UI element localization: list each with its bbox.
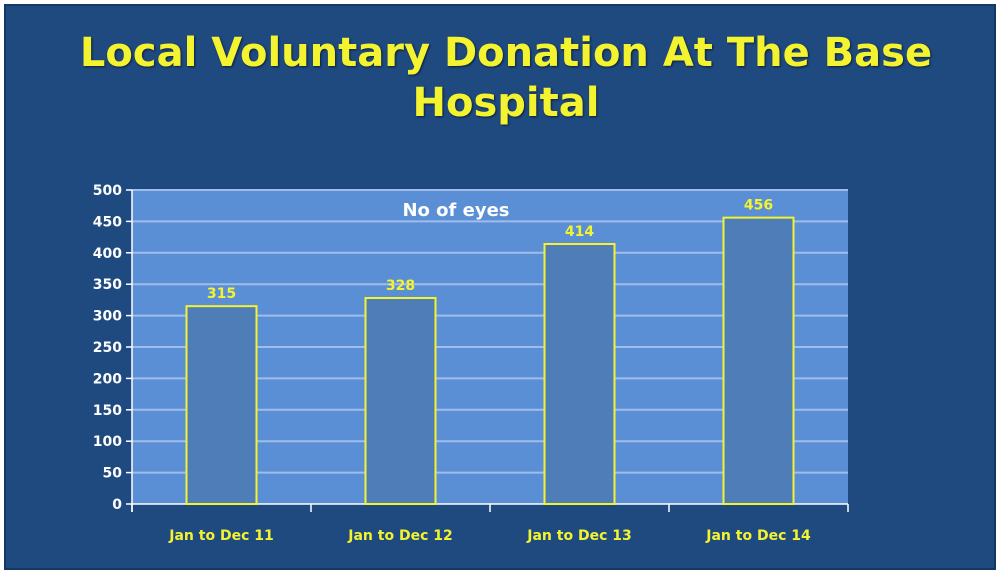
y-tick-label: 350 (93, 277, 122, 293)
y-tick-label: 500 (93, 183, 122, 199)
y-tick-label: 400 (93, 246, 122, 262)
x-tick-label: Jan to Dec 11 (168, 528, 273, 544)
series-name-label: No of eyes (402, 200, 509, 221)
data-label: 315 (207, 286, 236, 302)
labels: 0 50 100 150 200 250 300 350 400 450 500 315 Jan to … (93, 183, 811, 544)
y-tick-label: 300 (93, 309, 122, 325)
y-tick-label: 250 (93, 340, 122, 356)
y-tick-label: 200 (93, 371, 122, 387)
bar (185, 305, 258, 505)
x-tick-label: Jan to Dec 12 (347, 528, 452, 544)
y-tick-label: 100 (93, 434, 122, 450)
y-tick-label: 50 (103, 466, 123, 482)
bar-chart: 0 50 100 150 200 250 300 350 400 450 500 315 Jan to … (93, 183, 849, 544)
x-tick-label: Jan to Dec 14 (705, 528, 811, 544)
bar (543, 243, 616, 505)
bars (185, 216, 795, 506)
y-tick-label: 450 (93, 214, 122, 230)
data-label: 328 (386, 278, 415, 294)
y-tick-label: 150 (93, 403, 122, 419)
bar (364, 297, 437, 505)
x-tick-label: Jan to Dec 13 (526, 528, 631, 544)
chart-title: Local Voluntary Donation At The Base Hos… (79, 30, 933, 126)
slide-background: Local Voluntary Donation At The Base Hos… (4, 4, 996, 570)
y-tick-label: 0 (112, 497, 122, 513)
bar (722, 216, 795, 506)
data-label: 456 (744, 198, 773, 214)
data-label: 414 (565, 224, 594, 240)
